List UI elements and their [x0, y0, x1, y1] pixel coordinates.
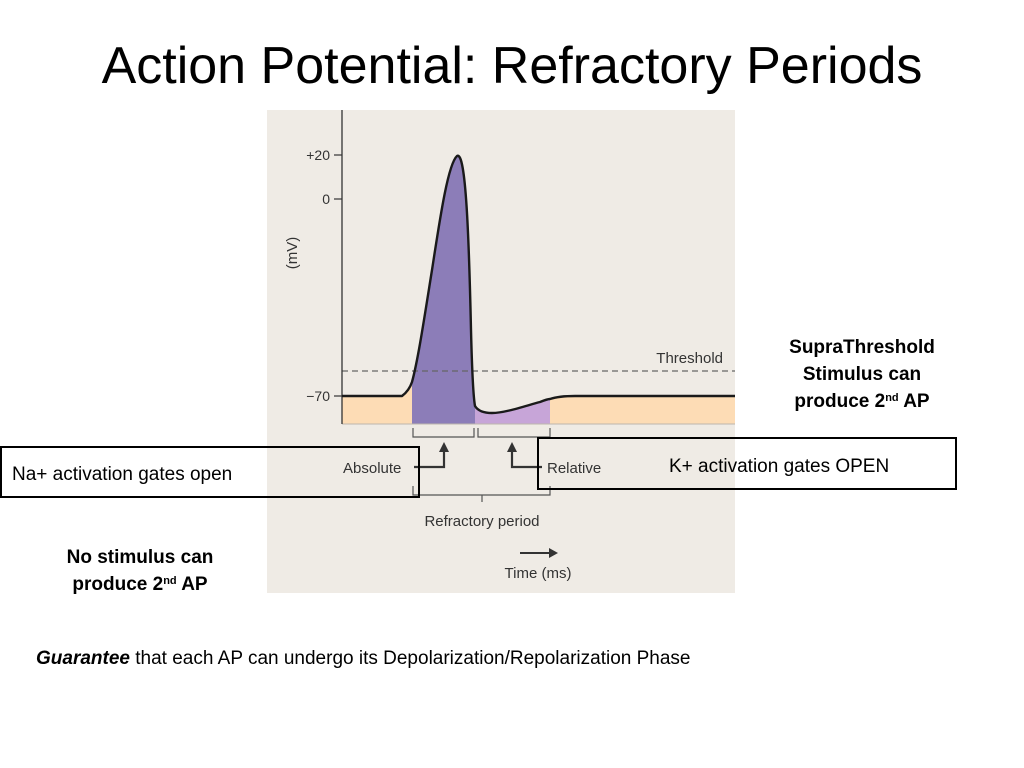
tick-label-minus70: −70 [306, 388, 330, 404]
na-gates-box: Na+ activation gates open [0, 446, 420, 498]
relative-label: Relative [547, 460, 601, 477]
absolute-arrow-line [414, 450, 446, 469]
suprathreshold-line-1: SupraThreshold [789, 337, 935, 358]
relative-bracket [477, 428, 551, 438]
action-potential-curve [342, 154, 735, 415]
relative-arrow-line [510, 450, 542, 469]
absolute-bracket [412, 428, 475, 438]
absolute-label: Absolute [343, 460, 401, 477]
threshold-label: Threshold [656, 350, 723, 367]
refractory-period-label: Refractory period [424, 513, 539, 530]
absolute-refractory-region [412, 155, 475, 424]
baseline-region-right [550, 396, 735, 424]
no-stimulus-line-1: No stimulus can [66, 547, 214, 568]
suprathreshold-line-2: Stimulus can [802, 364, 922, 385]
suprathreshold-callout: SupraThreshold Stimulus can produce 2nd … [762, 334, 962, 415]
time-axis-label: Time (ms) [505, 565, 572, 582]
na-gates-label: Na+ activation gates open [12, 464, 233, 485]
y-axis-label: (mV) [284, 237, 301, 270]
footer-text: that each AP can undergo its Depolarizat… [129, 648, 691, 669]
tick-label-plus20: +20 [306, 147, 330, 163]
footer-note: Guarantee that each AP can undergo its D… [36, 648, 691, 670]
k-gates-label: K+ activation gates OPEN [669, 456, 890, 477]
no-stimulus-callout: No stimulus can produce 2nd AP [30, 544, 250, 598]
no-stimulus-line-2: produce 2nd AP [72, 574, 208, 595]
absolute-arrowhead [439, 442, 449, 452]
footer-emphasis: Guarantee [36, 648, 130, 669]
diagram-panel [267, 110, 735, 593]
slide-title: Action Potential: Refractory Periods [101, 37, 923, 95]
relative-arrowhead [507, 442, 517, 452]
time-arrowhead [549, 548, 558, 558]
baseline-region-left [342, 382, 412, 424]
k-gates-box: K+ activation gates OPEN [537, 437, 957, 490]
tick-label-zero: 0 [322, 191, 330, 207]
suprathreshold-line-3: produce 2nd AP [794, 391, 930, 412]
